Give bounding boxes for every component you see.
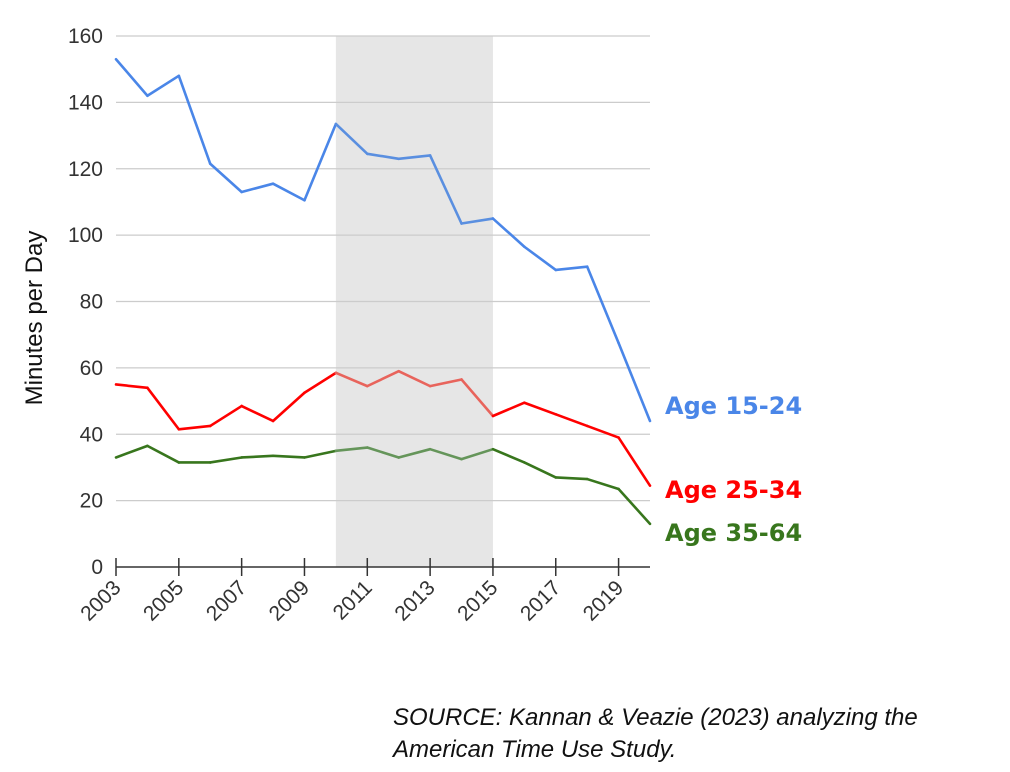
series-line-segment [240,454,275,459]
series-lines [114,57,652,526]
series-line-segment [365,446,401,459]
series-line-segment [397,447,432,459]
series-line-segment [177,74,212,166]
series-line-segment [428,378,463,388]
series-line-segment [397,369,432,388]
series-line-segment [523,401,558,416]
series-line-segment [271,182,306,202]
series-line-segment [303,122,338,202]
series-line-segment [240,404,275,423]
series-line-segment [428,447,463,461]
series-line-segment [114,57,149,98]
y-axis-label: Minutes per Day [21,231,48,406]
source-note: SOURCE: Kannan & Veazie (2023) analyzing… [393,704,918,763]
gridlines [116,35,650,502]
y-tick-label: 120 [68,158,103,181]
series-line-segment [271,454,306,459]
series-line-segment [334,122,369,156]
x-tick-label: 2017 [516,576,565,625]
series-line-segment [460,378,495,418]
series-line-segment [585,477,620,491]
y-tick-label: 40 [80,423,103,446]
series-label: Age 35-64 [665,519,802,547]
series-line-segment [208,456,243,464]
series-line-segment [428,154,463,225]
series-line-segment [177,424,212,431]
y-tick-label: 0 [91,556,103,579]
series-line-segment [365,152,401,161]
series-line-segment [523,461,558,479]
series-line-segment [208,404,243,428]
series-line-segment [585,265,620,345]
series-line-segment [491,217,526,249]
x-tick-label: 2005 [139,576,188,625]
y-tick-label: 160 [68,25,103,48]
y-tick-label: 60 [80,357,103,380]
x-tick-label: 2009 [265,576,314,625]
series-line-segment [240,182,275,194]
y-tick-label: 140 [68,91,103,114]
series-line-segment [146,444,181,464]
series-line-segment [114,444,149,459]
series-line-segment [617,436,652,487]
series-label: Age 15-24 [665,392,802,420]
series-labels: Age 15-24 Age 25-34 Age 35-64 [665,392,802,547]
series-line-segment [334,446,369,453]
series-line-segment [617,487,652,526]
series-line-segment [208,162,243,194]
series-line-segment [523,245,558,272]
series-line-segment [334,371,369,388]
series-line-segment [617,341,652,423]
y-tick-label: 20 [80,490,103,513]
series-line-segment [303,371,338,395]
series-line-segment [365,369,401,388]
x-tick-label: 2007 [202,576,251,625]
series-line-segment [271,391,306,423]
series-label: Age 25-34 [665,476,802,504]
series-line-segment [491,401,526,418]
series-line-segment [146,74,181,98]
series-line-segment [397,154,432,161]
series-line-segment [114,383,149,390]
line-chart: 0 20 40 60 80 100 120 140 160 2003 2005 2007 2009 201… [21,25,802,626]
x-tick-label: 2003 [76,576,125,625]
y-tick-label: 100 [68,224,103,247]
x-tick-label: 2015 [453,576,502,625]
x-tick-label: 2011 [329,576,377,624]
series-line-segment [303,449,338,459]
series-line-segment [491,447,526,464]
series-line-segment [585,424,620,439]
y-tick-label: 80 [80,291,103,314]
x-tick-label: 2013 [390,576,439,625]
series-line-segment [460,217,495,225]
series-line-segment [554,476,589,481]
series-line-segment [460,447,495,461]
x-tick-label: 2019 [579,576,628,625]
series-line-segment [554,413,589,428]
series-line-segment [554,265,589,272]
series-line-segment [146,386,181,431]
